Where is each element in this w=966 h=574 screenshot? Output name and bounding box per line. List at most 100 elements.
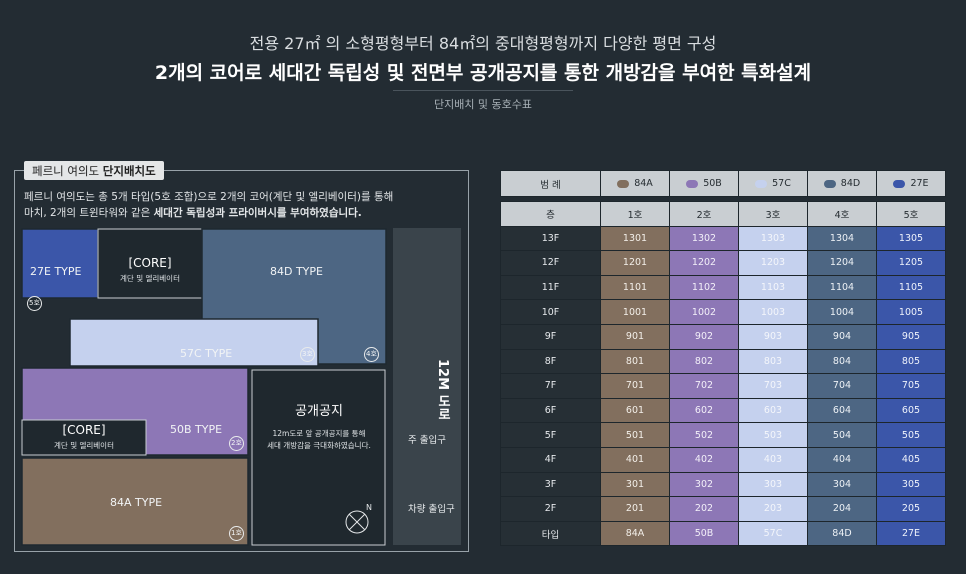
unit-cell: 905 <box>876 323 946 350</box>
unit-cell: 503 <box>738 422 808 448</box>
unit-cell: 1101 <box>600 274 670 301</box>
legend-item: 27E <box>876 170 946 197</box>
floor-cell: 6F <box>500 397 601 424</box>
unit-cell: 605 <box>876 397 946 424</box>
unit-cell: 205 <box>876 496 946 522</box>
legend-item: 84A <box>600 170 670 197</box>
legend-swatch-icon <box>686 179 699 188</box>
floor-cell: 2F <box>500 496 601 522</box>
open-space-desc-2: 세대 개방감을 극대화하였습니다. <box>267 441 371 450</box>
unit-cell: 27E <box>876 520 946 547</box>
unit-cell: 901 <box>600 323 670 350</box>
unit-cell: 401 <box>600 446 670 473</box>
unit-cell: 903 <box>738 323 808 350</box>
unit-cell: 1005 <box>876 299 946 325</box>
site-plan-tag: 페르니 여의도 단지배치도 <box>24 161 164 180</box>
unit-cell: 1205 <box>876 250 946 276</box>
floor-cell: 3F <box>500 471 601 498</box>
table-row: 7F 701 702 703 704 705 <box>500 373 946 399</box>
unit-cell: 505 <box>876 422 946 448</box>
car-entry-label: 차량 출입구 <box>408 504 455 515</box>
table-row: 13F 1301 1302 1303 1304 1305 <box>500 225 946 252</box>
core-top-title: [CORE] <box>128 256 172 270</box>
unit-cell: 301 <box>600 471 670 498</box>
unit-cell: 703 <box>738 373 808 399</box>
road-label: 12M 도로 <box>435 359 450 421</box>
unit-cell: 802 <box>669 348 739 375</box>
unit-cell: 502 <box>669 422 739 448</box>
unit-cell: 305 <box>876 471 946 498</box>
floor-cell: 8F <box>500 348 601 375</box>
unit-cell: 50B <box>669 520 739 547</box>
unit-table: 범 례 84A 50B 57C 84D 27E 층 1호 2호 3호 4호 5호… <box>500 170 946 547</box>
table-row: 2F 201 202 203 204 205 <box>500 496 946 522</box>
unit-cell: 904 <box>807 323 877 350</box>
table-row: 6F 601 602 603 604 605 <box>500 397 946 424</box>
unit-number-84a: 1호 <box>229 526 244 541</box>
header-cell: 4호 <box>807 201 877 227</box>
unit-cell: 1304 <box>807 225 877 252</box>
unit-number-84d: 4호 <box>364 347 379 362</box>
core-bottom-block <box>21 419 147 456</box>
core-bottom-subtitle: 계단 및 엘리베이터 <box>54 441 114 450</box>
headline-sub: 전용 27㎡ 의 소형평형부터 84㎡의 중대형평형까지 다양한 평면 구성 <box>249 34 717 53</box>
unit-cell: 603 <box>738 397 808 424</box>
unit-cell: 1301 <box>600 225 670 252</box>
unit-cell: 402 <box>669 446 739 473</box>
unit-cell: 1202 <box>669 250 739 276</box>
legend-item: 57C <box>738 170 808 197</box>
unit-cell: 704 <box>807 373 877 399</box>
floor-cell: 타입 <box>500 520 601 547</box>
floor-cell: 9F <box>500 323 601 350</box>
table-row: 12F 1201 1202 1203 1204 1205 <box>500 250 946 276</box>
legend-swatch-icon <box>617 179 630 188</box>
table-row: 타입 84A 50B 57C 84D 27E <box>500 520 946 547</box>
unit-cell: 403 <box>738 446 808 473</box>
header-cell: 5호 <box>876 201 946 227</box>
unit-cell: 405 <box>876 446 946 473</box>
core-bottom-title: [CORE] <box>62 423 106 437</box>
floor-cell: 12F <box>500 250 601 276</box>
open-space-block <box>251 369 386 546</box>
floor-cell: 13F <box>500 225 601 252</box>
header-cell: 1호 <box>600 201 670 227</box>
unit-number-57c: 3호 <box>300 347 315 362</box>
unit-cell: 302 <box>669 471 739 498</box>
unit-cell: 1103 <box>738 274 808 301</box>
header-cell: 층 <box>500 201 601 227</box>
legend-row: 범 례 84A 50B 57C 84D 27E <box>500 170 946 197</box>
road-strip <box>393 228 461 545</box>
section-caption: 단지배치 및 동호수표 <box>433 98 533 111</box>
unit-number-27e: 5호 <box>27 296 42 311</box>
unit-cell: 1104 <box>807 274 877 301</box>
unit-cell: 702 <box>669 373 739 399</box>
unit-cell: 304 <box>807 471 877 498</box>
legend-item: 50B <box>669 170 739 197</box>
unit-label-84a: 84A TYPE <box>110 496 163 509</box>
unit-cell: 57C <box>738 520 808 547</box>
unit-cell: 1303 <box>738 225 808 252</box>
floor-cell: 4F <box>500 446 601 473</box>
site-plan-frame <box>14 170 469 552</box>
table-row: 4F 401 402 403 404 405 <box>500 446 946 473</box>
unit-cell: 902 <box>669 323 739 350</box>
unit-label-27e: 27E TYPE <box>30 265 82 278</box>
unit-number-50b: 2호 <box>229 436 244 451</box>
unit-cell: 1203 <box>738 250 808 276</box>
table-row: 11F 1101 1102 1103 1104 1105 <box>500 274 946 301</box>
unit-cell: 1002 <box>669 299 739 325</box>
site-plan-description: 페르니 여의도는 총 5개 타입(5호 조합)으로 2개의 코어(계단 및 엘리… <box>24 191 394 219</box>
unit-cell: 1302 <box>669 225 739 252</box>
unit-57c-block <box>69 318 319 367</box>
legend-title: 범 례 <box>500 170 601 197</box>
legend-item: 84D <box>807 170 877 197</box>
unit-cell: 1105 <box>876 274 946 301</box>
table-row: 8F 801 802 803 804 805 <box>500 348 946 375</box>
table-row: 3F 301 302 303 304 305 <box>500 471 946 498</box>
unit-cell: 1102 <box>669 274 739 301</box>
site-plan-drawing: N <box>21 228 405 546</box>
table-header-row: 층 1호 2호 3호 4호 5호 <box>500 201 946 227</box>
unit-cell: 1003 <box>738 299 808 325</box>
unit-cell: 1001 <box>600 299 670 325</box>
unit-cell: 803 <box>738 348 808 375</box>
